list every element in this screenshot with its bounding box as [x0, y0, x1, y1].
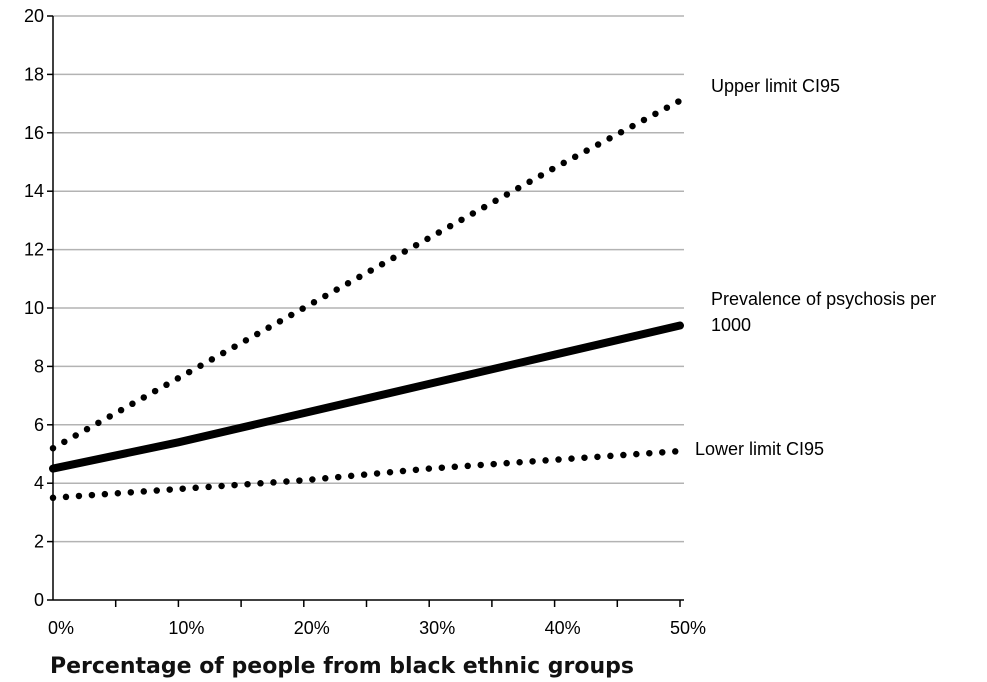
y-tick-label: 10 — [24, 298, 44, 318]
x-tick-label: 10% — [168, 618, 204, 638]
x-tick-label: 30% — [419, 618, 455, 638]
y-tick-label: 0 — [34, 590, 44, 610]
series-label-2: 1000 — [711, 315, 751, 335]
y-tick-label: 16 — [24, 123, 44, 143]
x-tick-label: 20% — [294, 618, 330, 638]
x-tick-label: 40% — [545, 618, 581, 638]
y-tick-label: 18 — [24, 64, 44, 84]
y-tick-label: 12 — [24, 240, 44, 260]
x-axis-ticks: 0% 10% 20% 30% 40% 50% — [48, 600, 706, 638]
x-tick-label: 0% — [48, 618, 74, 638]
y-tick-label: 20 — [24, 6, 44, 26]
grid-lines — [53, 15, 684, 543]
y-tick-label: 14 — [24, 181, 44, 201]
series-line-1 — [49, 97, 684, 452]
series-label-1: Upper limit CI95 — [711, 76, 840, 96]
series-labels: Upper limit CI95 Prevalence of psychosis … — [695, 76, 936, 459]
y-tick-label: 6 — [34, 415, 44, 435]
series-group — [49, 97, 684, 502]
y-tick-label: 2 — [34, 532, 44, 552]
series-label-3: Lower limit CI95 — [695, 439, 824, 459]
series-line-3 — [49, 447, 684, 502]
y-tick-label: 8 — [34, 356, 44, 376]
x-tick-label: 50% — [670, 618, 706, 638]
y-axis-ticks: 0 2 4 6 8 10 12 14 16 18 20 — [24, 6, 53, 610]
series-line-2 — [49, 321, 684, 473]
y-tick-label: 4 — [34, 473, 44, 493]
x-axis-title: Percentage of people from black ethnic g… — [50, 654, 634, 679]
series-label-2: Prevalence of psychosis per — [711, 289, 936, 309]
